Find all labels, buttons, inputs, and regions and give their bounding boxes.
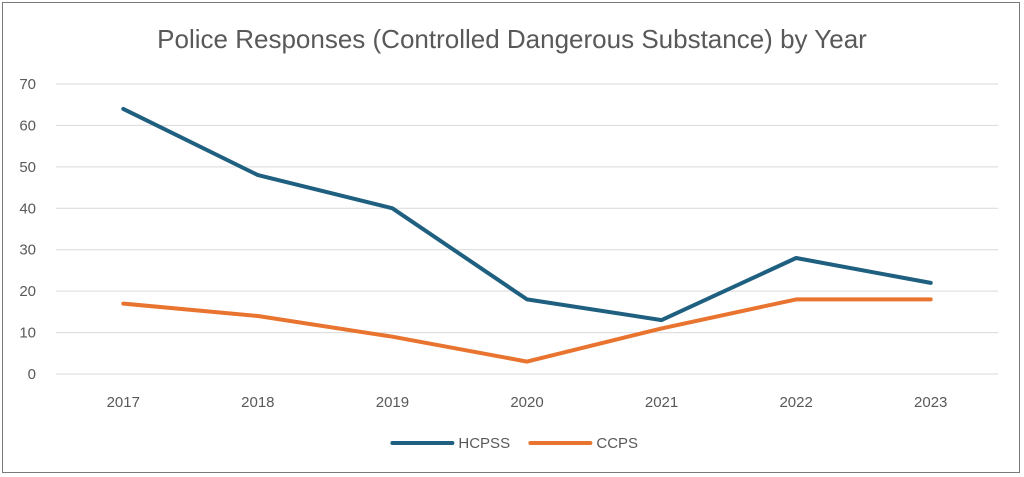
y-tick-label: 0 bbox=[28, 366, 36, 383]
x-tick-label: 2019 bbox=[376, 394, 409, 411]
series-lines bbox=[121, 106, 933, 364]
x-tick-label: 2022 bbox=[779, 394, 812, 411]
series-line-hcpss bbox=[121, 106, 933, 323]
legend-item-ccps: CCPS bbox=[528, 435, 638, 452]
gridlines bbox=[56, 83, 998, 375]
x-tick-label: 2017 bbox=[107, 394, 140, 411]
y-tick-label: 40 bbox=[19, 200, 36, 217]
chart-title: Police Responses (Controlled Dangerous S… bbox=[157, 24, 867, 54]
x-tick-label: 2020 bbox=[510, 394, 543, 411]
y-tick-label: 60 bbox=[19, 117, 36, 134]
legend-label: CCPS bbox=[596, 435, 638, 452]
legend: HCPSS CCPS bbox=[390, 435, 638, 452]
y-tick-label: 50 bbox=[19, 159, 36, 176]
legend-label: HCPSS bbox=[458, 435, 510, 452]
x-tick-label: 2021 bbox=[645, 394, 678, 411]
y-tick-label: 20 bbox=[19, 283, 36, 300]
y-tick-label: 10 bbox=[19, 325, 36, 342]
y-tick-label: 70 bbox=[19, 76, 36, 93]
y-tick-label: 30 bbox=[19, 242, 36, 259]
series-line-ccps bbox=[121, 297, 933, 364]
y-axis-ticks: 0 10 20 30 40 50 60 70 bbox=[19, 76, 36, 383]
legend-item-hcpss: HCPSS bbox=[390, 435, 510, 452]
x-tick-label: 2018 bbox=[241, 394, 274, 411]
x-tick-label: 2023 bbox=[914, 394, 947, 411]
x-axis-ticks: 2017 2018 2019 2020 2021 2022 2023 bbox=[107, 394, 948, 411]
